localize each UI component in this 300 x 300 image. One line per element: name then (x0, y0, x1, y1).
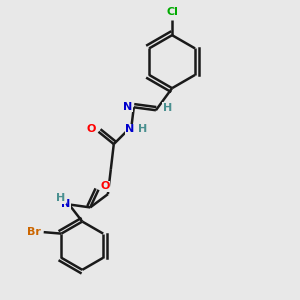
Text: H: H (163, 103, 172, 113)
Text: O: O (86, 124, 96, 134)
Text: O: O (100, 181, 110, 191)
Text: N: N (125, 124, 134, 134)
Text: H: H (56, 193, 65, 203)
Text: Cl: Cl (166, 7, 178, 17)
Text: Br: Br (27, 226, 41, 237)
Text: H: H (138, 124, 147, 134)
Text: N: N (123, 102, 133, 112)
Text: N: N (61, 199, 71, 209)
